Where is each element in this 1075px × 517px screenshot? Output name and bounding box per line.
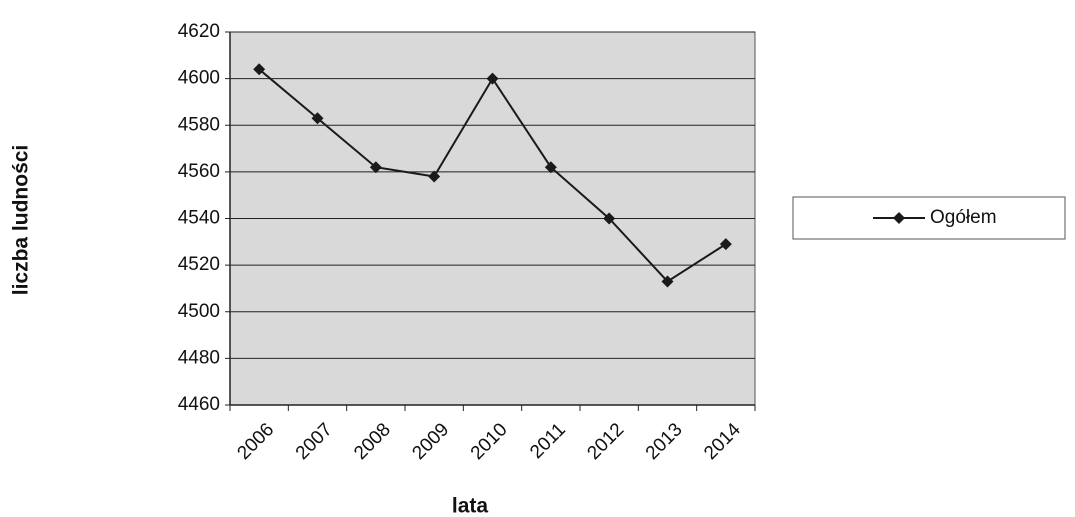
y-tick-label: 4460 — [178, 394, 220, 415]
x-tick-label: 2012 — [584, 419, 629, 464]
y-tick-label: 4600 — [178, 68, 220, 89]
point-marker — [369, 161, 382, 174]
x-tick-label: 2014 — [700, 419, 745, 464]
x-tick-label: 2007 — [292, 419, 337, 464]
point-marker — [428, 170, 441, 183]
point-marker — [311, 112, 324, 125]
y-axis-label: liczba ludności — [10, 145, 33, 296]
x-tick-label: 2008 — [350, 419, 395, 464]
y-tick-label: 4560 — [178, 161, 220, 182]
x-tick-label: 2011 — [526, 419, 570, 463]
y-tick-label: 4580 — [178, 114, 220, 135]
y-tick-label: 4520 — [178, 254, 220, 275]
x-tick-label: 2013 — [642, 419, 687, 464]
y-tick-label: 4500 — [178, 301, 220, 322]
legend-label: Ogółem — [930, 207, 997, 228]
x-axis-label: lata — [452, 495, 489, 517]
y-tick-label: 4620 — [178, 21, 220, 42]
legend-box — [792, 196, 1066, 240]
point-marker — [603, 212, 616, 225]
x-tick-label: 2006 — [234, 419, 279, 464]
point-marker — [253, 63, 266, 76]
point-marker — [486, 72, 499, 85]
x-tick-label: 2010 — [467, 419, 512, 464]
legend-marker — [893, 212, 905, 224]
y-tick-label: 4540 — [178, 208, 220, 229]
point-marker — [544, 161, 557, 174]
x-tick-label: 2009 — [409, 419, 454, 464]
point-marker — [661, 275, 674, 288]
point-marker — [719, 238, 732, 251]
y-tick-label: 4480 — [178, 347, 220, 368]
